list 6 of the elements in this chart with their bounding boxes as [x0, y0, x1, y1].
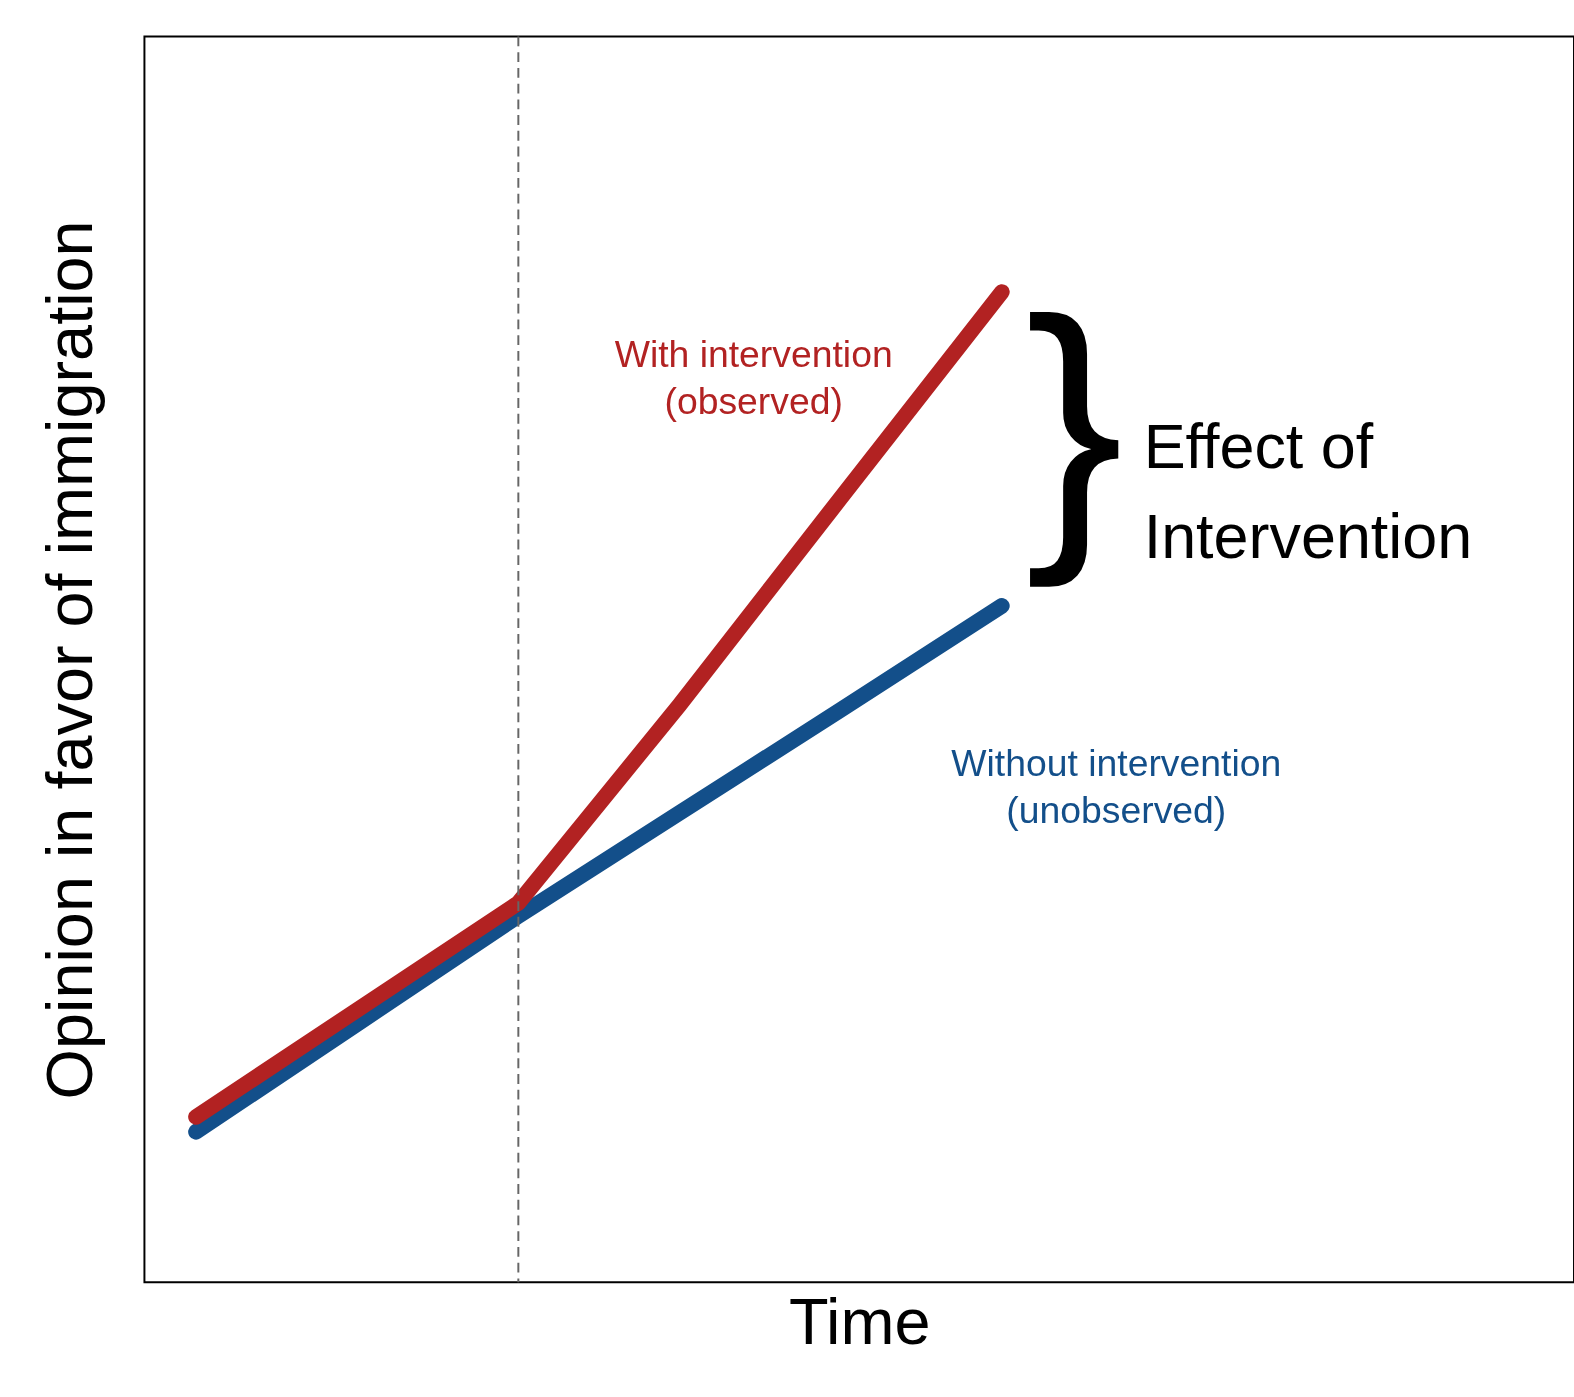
text: Without intervention (unobserved) [951, 742, 1282, 832]
x-axis-title: Time [788, 1284, 931, 1358]
series-label: With intervention (observed) [614, 333, 893, 423]
y-axis-title: Opinion in favor of immigration [32, 220, 106, 1100]
annotation: } [1025, 258, 1124, 591]
text: Effect of Intervention [1143, 410, 1473, 572]
